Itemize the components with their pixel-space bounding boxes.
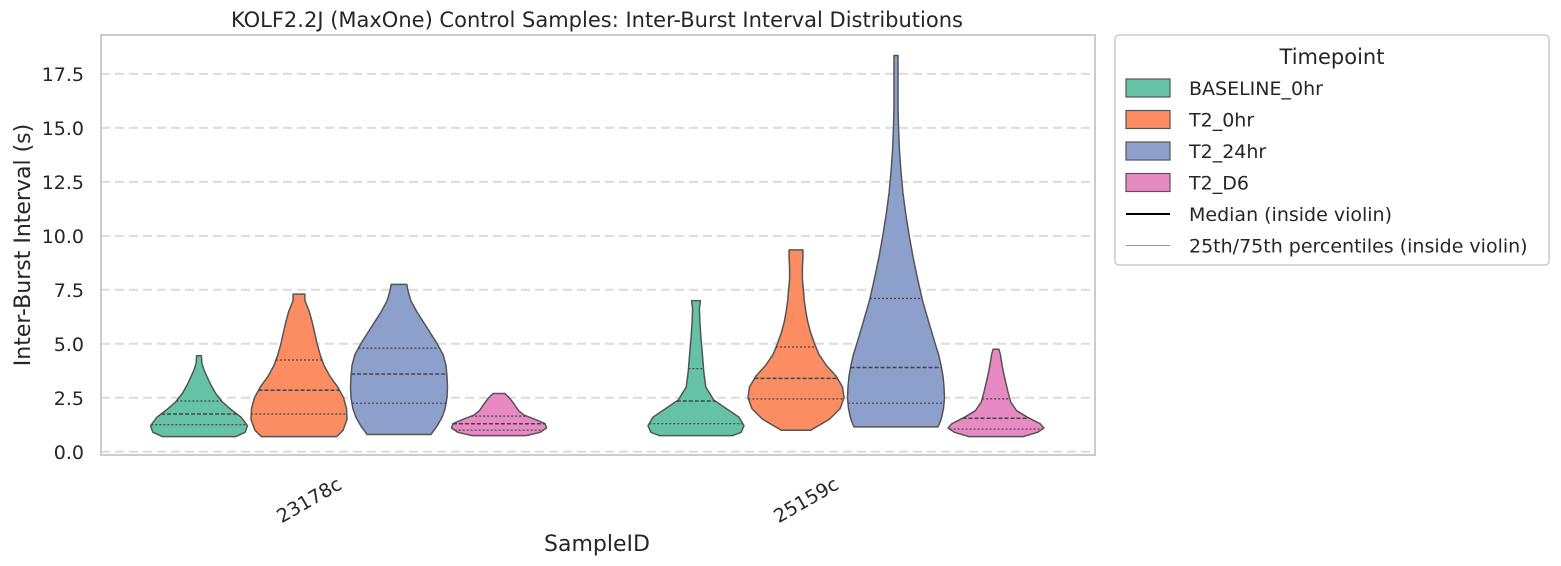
legend-label: T2_D6 — [1188, 173, 1249, 195]
legend-swatch — [1125, 78, 1171, 98]
x-axis-ticks: 23178c 25159c — [273, 473, 842, 527]
y-axis-ticks: 0.0 2.5 5.0 7.5 10.0 12.5 15.0 17.5 — [42, 64, 84, 464]
legend-swatch — [1125, 109, 1171, 130]
legend-swatch — [1125, 141, 1171, 161]
legend-swatch — [1125, 172, 1171, 193]
plot-frame — [100, 34, 1096, 456]
violin-body — [450, 392, 548, 437]
legend-label: BASELINE_0hr — [1189, 78, 1323, 100]
legend-title: Timepoint — [1279, 45, 1385, 69]
violin-body — [947, 348, 1045, 438]
x-tick-label: 23178c — [273, 473, 345, 527]
violin-body — [846, 54, 946, 428]
y-tick-label: 17.5 — [42, 64, 84, 86]
y-tick-label: 0.0 — [54, 442, 84, 464]
y-tick-label: 15.0 — [42, 118, 84, 140]
violin-body — [349, 283, 449, 436]
legend-label: Median (inside violin) — [1189, 204, 1392, 226]
violin-body — [149, 354, 249, 438]
x-axis-title: SampleID — [544, 532, 650, 557]
violin-body — [250, 293, 348, 438]
legend-label: T2_0hr — [1188, 110, 1254, 132]
x-tick-label: 25159c — [770, 473, 842, 527]
y-tick-label: 10.0 — [42, 226, 84, 248]
legend-frame — [1114, 34, 1550, 266]
violin-body — [747, 249, 845, 431]
y-tick-label: 12.5 — [42, 172, 84, 194]
chart-title: KOLF2.2J (MaxOne) Control Samples: Inter… — [231, 8, 963, 32]
plot-area-background — [101, 35, 1095, 455]
legend-label: T2_24hr — [1188, 141, 1266, 163]
y-tick-label: 5.0 — [54, 334, 84, 356]
y-tick-label: 2.5 — [54, 388, 84, 410]
y-axis-title: Inter-Burst Interval (s) — [11, 124, 36, 366]
legend-label: 25th/75th percentiles (inside violin) — [1189, 236, 1528, 258]
violin-body — [647, 299, 745, 437]
violins — [149, 54, 1045, 438]
y-tick-label: 7.5 — [54, 280, 84, 302]
legend: Timepoint BASELINE_0hr T2_0hr T2_24hr T2_D6… — [1114, 34, 1550, 266]
